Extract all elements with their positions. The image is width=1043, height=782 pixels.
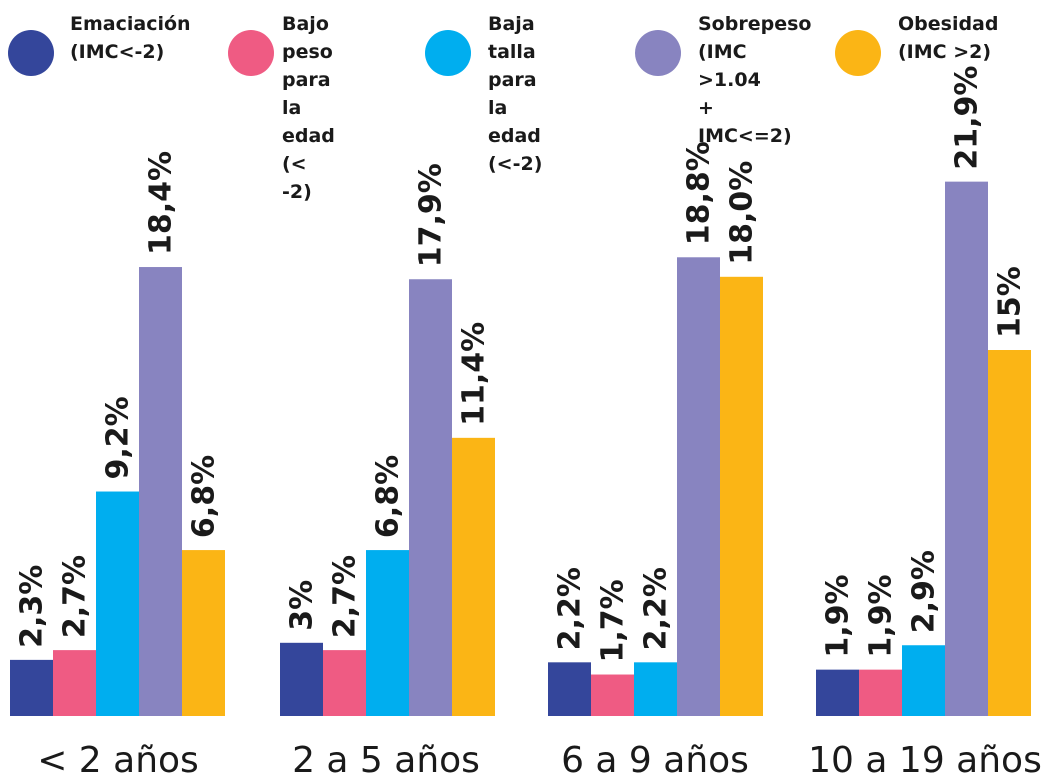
data-label: 17,9%	[414, 163, 449, 267]
legend-swatch	[425, 30, 471, 76]
data-label: 2,7%	[328, 555, 363, 638]
data-label: 2,2%	[553, 567, 588, 650]
data-label: 1,7%	[596, 579, 631, 662]
bar	[452, 437, 495, 716]
legend-label: Baja talla para la edad (<-2)	[488, 13, 543, 175]
data-label: 6,8%	[371, 455, 406, 538]
legend-label: Bajo peso para la edad (< -2)	[282, 13, 335, 203]
data-label: 2,2%	[639, 567, 674, 650]
bar	[945, 181, 988, 716]
bar	[902, 645, 945, 716]
data-label: 1,9%	[821, 574, 856, 657]
bar	[548, 662, 591, 716]
data-label: 18,0%	[725, 161, 760, 265]
bar	[139, 267, 182, 716]
bar	[859, 669, 902, 716]
legend-label: Emaciación (IMC<-2)	[70, 13, 191, 63]
legend-swatch	[228, 30, 274, 76]
bar	[988, 350, 1031, 716]
category-label: < 2 años	[37, 740, 199, 781]
legend-swatch	[635, 30, 681, 76]
bar	[323, 650, 366, 716]
data-label: 11,4%	[457, 322, 492, 426]
data-label: 9,2%	[101, 396, 136, 479]
bar	[366, 550, 409, 716]
data-label: 1,9%	[864, 574, 899, 657]
bar	[96, 491, 139, 716]
bar	[591, 674, 634, 716]
category-label: 2 a 5 años	[292, 740, 480, 781]
bar	[280, 642, 323, 716]
bar	[634, 662, 677, 716]
bar	[677, 257, 720, 716]
data-label: 2,3%	[15, 565, 50, 648]
bar	[182, 550, 225, 716]
bar	[409, 279, 452, 716]
data-label: 2,9%	[907, 550, 942, 633]
bar	[720, 276, 763, 716]
data-label: 15%	[993, 266, 1028, 338]
bar	[10, 659, 53, 716]
category-label: 6 a 9 años	[561, 740, 749, 781]
bar	[816, 669, 859, 716]
data-label: 6,8%	[187, 455, 222, 538]
legend-label: Obesidad (IMC >2)	[898, 13, 999, 63]
data-label: 2,7%	[58, 555, 93, 638]
category-label: 10 a 19 años	[808, 740, 1042, 781]
legend-swatch	[8, 30, 54, 76]
legend-swatch	[835, 30, 881, 76]
bar	[53, 650, 96, 716]
data-label: 18,8%	[682, 141, 717, 245]
data-label: 21,9%	[950, 66, 985, 170]
legend-label: Sobrepeso (IMC >1.04 + IMC<=2)	[698, 13, 812, 147]
data-label: 3%	[285, 580, 320, 631]
data-label: 18,4%	[144, 151, 179, 255]
